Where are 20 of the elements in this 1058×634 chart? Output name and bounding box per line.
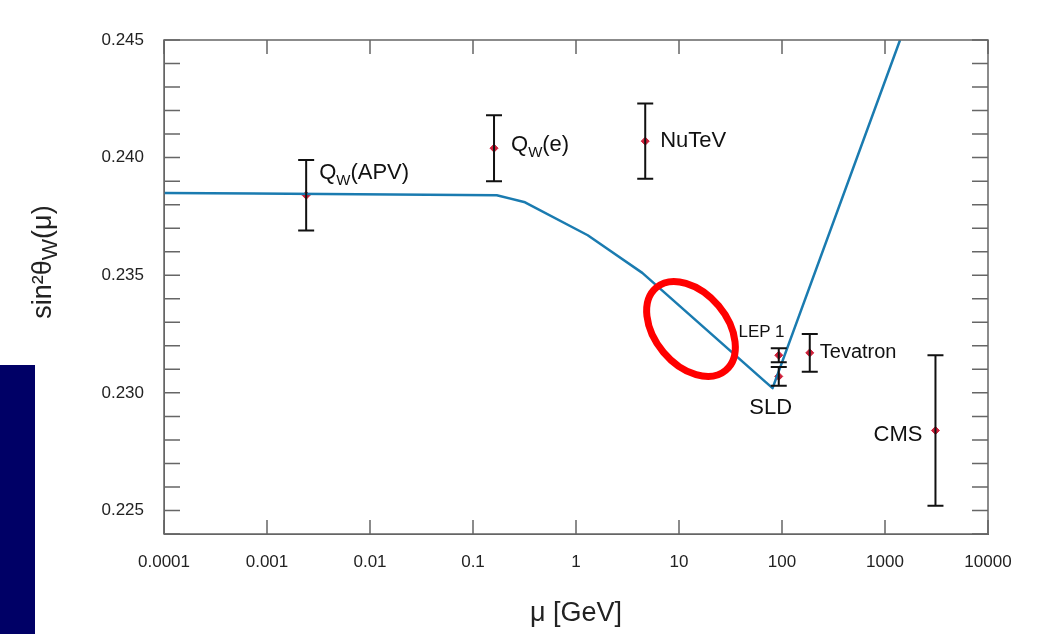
x-tick-label: 100 <box>767 551 797 571</box>
annotation: CMS <box>873 420 923 446</box>
y-tick-label: 0.225 <box>101 500 144 520</box>
annotation: Tevatron <box>819 340 897 363</box>
annotation: LEP 1 <box>738 321 785 341</box>
y-tick-label: 0.235 <box>101 264 144 284</box>
x-tick-label: 1000 <box>866 551 904 571</box>
y-tick-label: 0.240 <box>101 147 144 167</box>
x-axis-title: μ [GeV] <box>529 597 623 628</box>
x-tick-label: 0.01 <box>353 551 387 571</box>
x-tick-label: 0.1 <box>461 551 485 571</box>
x-tick-label: 1 <box>571 551 581 571</box>
annotation: NuTeV <box>660 127 727 153</box>
x-tick-label: 0.001 <box>245 551 289 571</box>
y-tick-label: 0.245 <box>101 29 144 49</box>
x-tick-label: 0.0001 <box>138 551 190 571</box>
x-tick-label: 10 <box>669 551 689 571</box>
x-tick-label: 10000 <box>964 551 1012 571</box>
y-tick-label: 0.230 <box>101 382 144 402</box>
annotation: SLD <box>749 394 793 420</box>
